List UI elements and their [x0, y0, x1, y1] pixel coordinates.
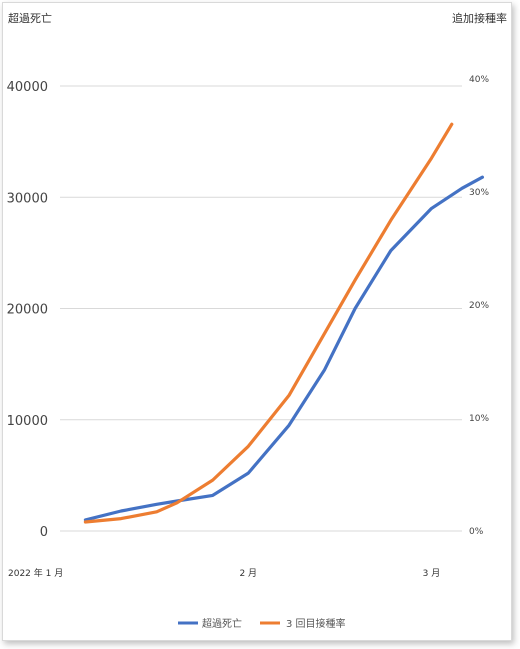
- right-tick-label: 10%: [469, 414, 489, 424]
- left-axis-ticks: 0 10000 20000 30000 40000: [7, 80, 48, 540]
- grid-lines: [60, 85, 462, 532]
- legend: 超過死亡 3 回目接種率: [178, 617, 346, 630]
- legend-label-booster-rate: 3 回目接種率: [286, 617, 346, 630]
- left-tick-label: 0: [40, 525, 48, 540]
- left-tick-label: 20000: [7, 303, 48, 318]
- chart-frame: [2, 2, 512, 641]
- right-axis-ticks: 0% 10% 20% 30% 40%: [469, 75, 489, 537]
- series-line-excess-deaths: [83, 175, 484, 522]
- right-axis-title: 追加接種率: [452, 11, 507, 25]
- x-tick-label: 3 月: [423, 568, 441, 579]
- left-axis-title: 超過死亡: [8, 11, 52, 25]
- right-tick-label: 40%: [469, 75, 489, 85]
- left-tick-label: 10000: [7, 414, 48, 429]
- legend-label-excess-deaths: 超過死亡: [202, 617, 242, 630]
- right-tick-label: 20%: [469, 301, 489, 311]
- left-tick-label: 30000: [7, 191, 48, 206]
- x-axis-ticks: 2022 年 1 月 2 月 3 月: [8, 567, 440, 579]
- series-lines: [83, 122, 484, 524]
- left-tick-label: 40000: [7, 80, 48, 95]
- series-line-booster-rate: [83, 122, 454, 524]
- x-tick-label: 2022 年 1 月: [8, 567, 63, 579]
- right-tick-label: 30%: [469, 188, 489, 198]
- x-tick-label: 2 月: [239, 568, 257, 579]
- right-tick-label: 0%: [469, 527, 484, 537]
